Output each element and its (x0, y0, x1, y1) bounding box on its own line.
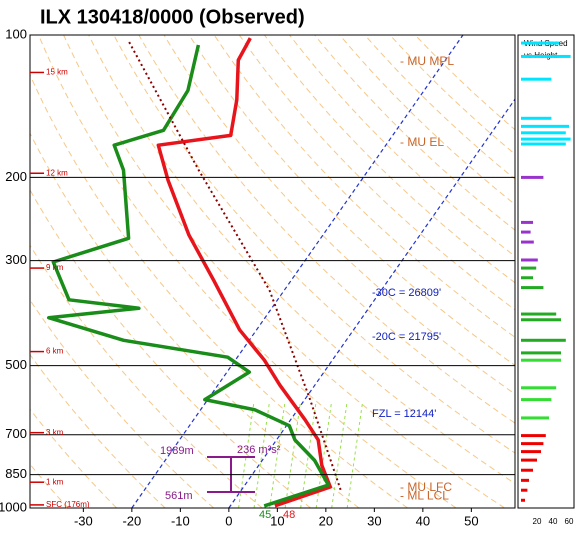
wind-bar (521, 125, 569, 128)
wind-bar (521, 258, 538, 261)
x-tick-label: 20 (319, 513, 333, 528)
isotherm (132, 35, 463, 508)
height-annotation: FZL = 12144' (372, 408, 436, 420)
dry-adiabat (415, 35, 575, 508)
helicity-top: 1989m (160, 445, 194, 457)
height-label: 6 km (46, 347, 64, 356)
y-tick-label: 700 (5, 426, 27, 441)
wind-bar (521, 286, 543, 289)
chart-title: ILX 130418/0000 (Observed) (40, 6, 305, 28)
dry-adiabat (390, 35, 575, 508)
wind-bar (521, 339, 566, 342)
dry-adiabat (89, 35, 553, 508)
x-tick-label: 10 (270, 513, 284, 528)
wind-bar (521, 489, 527, 492)
x-tick-label: -10 (171, 513, 190, 528)
wind-bar (521, 450, 541, 453)
isotherm (229, 35, 560, 508)
height-annotation: -30C = 26809' (372, 287, 441, 299)
dry-adiabat (39, 35, 457, 508)
profile-line (158, 38, 330, 506)
wind-bar (521, 416, 549, 419)
x-tick-label: 50 (464, 513, 478, 528)
wind-bar (521, 138, 571, 141)
helicity-value: 236 m²s² (237, 444, 281, 456)
wind-bar (521, 313, 556, 316)
wind-bar (521, 221, 533, 224)
level-annotation: - ML LCL (400, 489, 449, 503)
y-tick-label: 100 (5, 26, 27, 41)
y-tick-label: 850 (5, 466, 27, 481)
wind-bar (521, 499, 525, 502)
y-tick-label: 200 (5, 169, 27, 184)
wind-bar (521, 131, 566, 134)
wind-bar (521, 351, 561, 354)
wind-tick-label: 60 (565, 517, 574, 526)
height-annotation: -20C = 21795' (372, 331, 441, 343)
wind-bar (521, 479, 529, 482)
wind-bar (521, 231, 531, 234)
helicity-bottom: 561m (165, 490, 193, 502)
wind-bar (521, 276, 533, 279)
wind-bar (521, 398, 551, 401)
x-tick-label: 0 (225, 513, 232, 528)
dry-adiabat (164, 35, 575, 508)
x-tick-label: 30 (367, 513, 381, 528)
wind-bar (521, 318, 561, 321)
dry-adiabat (0, 35, 262, 508)
wind-bar (521, 386, 556, 389)
x-tick-label: 40 (416, 513, 430, 528)
y-tick-label: 500 (5, 357, 27, 372)
height-label: 1 km (46, 477, 64, 486)
x-tick-label: -20 (122, 513, 141, 528)
wind-tick-label: 40 (549, 517, 558, 526)
dry-adiabat (64, 35, 505, 508)
height-label: 9 km (46, 263, 64, 272)
wind-bar (521, 143, 566, 146)
wind-bar (521, 176, 543, 179)
y-tick-label: 300 (5, 252, 27, 267)
level-annotation: - MU EL (400, 135, 444, 149)
mixing-ratio-line (347, 403, 362, 508)
dry-adiabat (189, 35, 575, 508)
height-label: SFC (176m) (46, 500, 90, 509)
height-label: 3 km (46, 428, 64, 437)
x-tick-label: -30 (74, 513, 93, 528)
wind-bar (521, 55, 571, 58)
wind-tick-label: 20 (533, 517, 542, 526)
height-label: 15 km (46, 68, 68, 77)
plot-area (0, 35, 575, 508)
wind-bar (521, 78, 551, 81)
wind-bar (521, 117, 551, 120)
height-label: 12 km (46, 168, 68, 177)
wind-bar (521, 359, 561, 362)
surface-temperature: 48 (283, 509, 295, 521)
wind-bar (521, 267, 536, 270)
wind-bar (521, 459, 537, 462)
y-tick-label: 1000 (0, 499, 27, 514)
wind-bar (521, 469, 533, 472)
level-annotation: - MU MPL (400, 54, 454, 68)
wind-bar (521, 42, 559, 45)
wind-bar (521, 434, 546, 437)
wind-bar (521, 241, 534, 244)
wind-bar (521, 442, 543, 445)
